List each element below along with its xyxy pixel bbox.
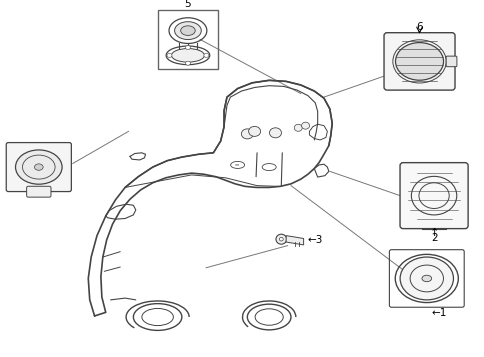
Bar (157, 10, 218, 69)
Ellipse shape (34, 164, 43, 170)
Ellipse shape (174, 22, 201, 40)
Ellipse shape (294, 124, 302, 131)
Ellipse shape (185, 45, 190, 50)
Ellipse shape (180, 26, 195, 35)
FancyBboxPatch shape (383, 33, 454, 90)
Ellipse shape (399, 257, 453, 300)
Ellipse shape (269, 128, 281, 138)
Text: ←1: ←1 (431, 308, 446, 318)
FancyBboxPatch shape (6, 142, 71, 192)
Text: 2: 2 (430, 233, 437, 243)
Ellipse shape (203, 53, 209, 57)
Ellipse shape (248, 126, 260, 136)
Ellipse shape (301, 122, 309, 129)
FancyBboxPatch shape (399, 163, 467, 228)
Ellipse shape (166, 53, 172, 57)
Text: ↑: ↑ (428, 228, 438, 238)
FancyBboxPatch shape (27, 186, 51, 197)
Ellipse shape (241, 129, 253, 139)
Ellipse shape (394, 42, 442, 80)
Ellipse shape (275, 234, 286, 244)
Polygon shape (286, 236, 303, 245)
Ellipse shape (15, 150, 62, 184)
Ellipse shape (279, 237, 283, 241)
Ellipse shape (185, 61, 190, 65)
Text: 6: 6 (415, 22, 422, 32)
Ellipse shape (171, 49, 204, 62)
FancyBboxPatch shape (445, 56, 456, 67)
Text: 5: 5 (184, 0, 191, 9)
Ellipse shape (421, 275, 431, 282)
Text: ←3: ←3 (306, 235, 322, 245)
